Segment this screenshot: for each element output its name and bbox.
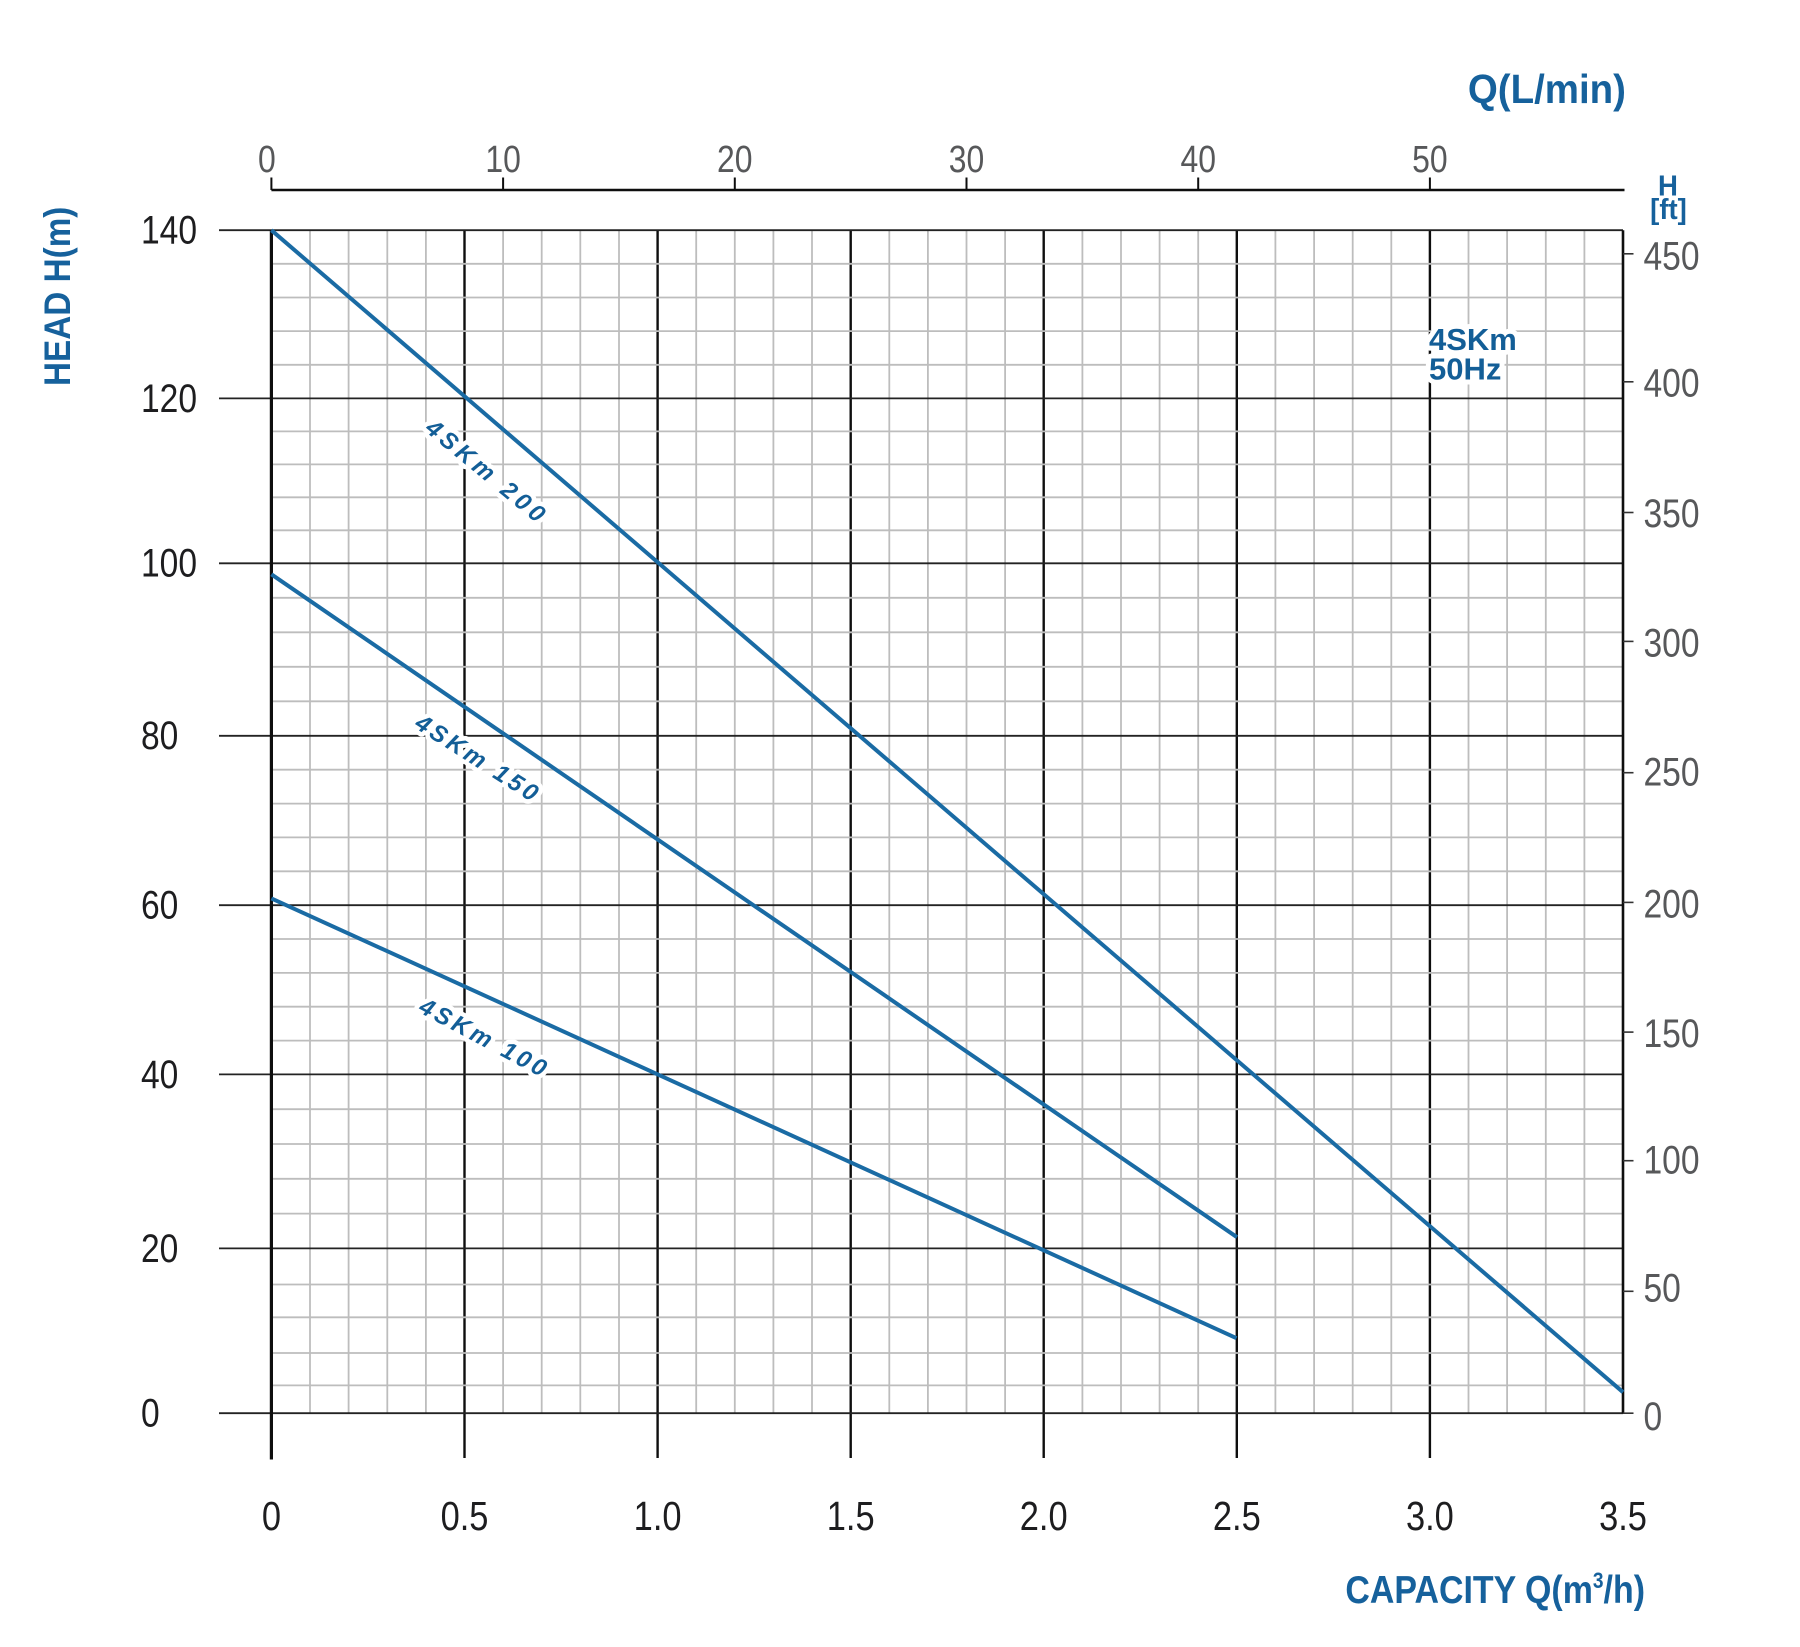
- svg-text:2.0: 2.0: [1020, 1494, 1068, 1539]
- svg-text:100: 100: [141, 541, 197, 585]
- svg-text:100: 100: [1644, 1138, 1700, 1182]
- svg-text:1.5: 1.5: [827, 1494, 875, 1539]
- svg-text:450: 450: [1644, 234, 1700, 278]
- svg-text:10: 10: [485, 138, 521, 180]
- svg-text:80: 80: [141, 713, 178, 757]
- svg-text:60: 60: [141, 883, 178, 927]
- svg-text:40: 40: [1180, 138, 1216, 180]
- svg-text:20: 20: [141, 1226, 178, 1270]
- svg-text:400: 400: [1644, 361, 1700, 405]
- svg-text:[ft]: [ft]: [1650, 192, 1687, 225]
- svg-text:Q(L/min): Q(L/min): [1468, 67, 1626, 112]
- svg-text:50Hz: 50Hz: [1429, 352, 1501, 387]
- svg-text:50: 50: [1644, 1266, 1681, 1310]
- svg-text:140: 140: [141, 208, 197, 252]
- svg-text:H: H: [1658, 169, 1678, 202]
- svg-text:30: 30: [949, 138, 985, 180]
- svg-text:300: 300: [1644, 621, 1700, 665]
- svg-text:200: 200: [1644, 882, 1700, 926]
- svg-text:3.0: 3.0: [1406, 1494, 1454, 1539]
- svg-text:0.5: 0.5: [441, 1494, 489, 1539]
- svg-text:350: 350: [1644, 491, 1700, 535]
- svg-text:HEAD H(m): HEAD H(m): [37, 207, 78, 386]
- svg-text:4SKm: 4SKm: [1429, 322, 1517, 357]
- svg-text:120: 120: [141, 376, 197, 420]
- svg-text:0: 0: [141, 1391, 160, 1435]
- svg-text:20: 20: [717, 138, 753, 180]
- svg-text:150: 150: [1644, 1011, 1700, 1055]
- svg-text:50: 50: [1412, 138, 1448, 180]
- svg-text:0: 0: [258, 138, 276, 180]
- svg-text:40: 40: [141, 1052, 178, 1096]
- svg-text:250: 250: [1644, 750, 1700, 794]
- svg-text:0: 0: [262, 1494, 281, 1539]
- svg-text:3.5: 3.5: [1599, 1494, 1647, 1539]
- svg-text:2.5: 2.5: [1213, 1494, 1261, 1539]
- svg-text:0: 0: [1644, 1394, 1663, 1438]
- svg-text:1.0: 1.0: [634, 1494, 682, 1539]
